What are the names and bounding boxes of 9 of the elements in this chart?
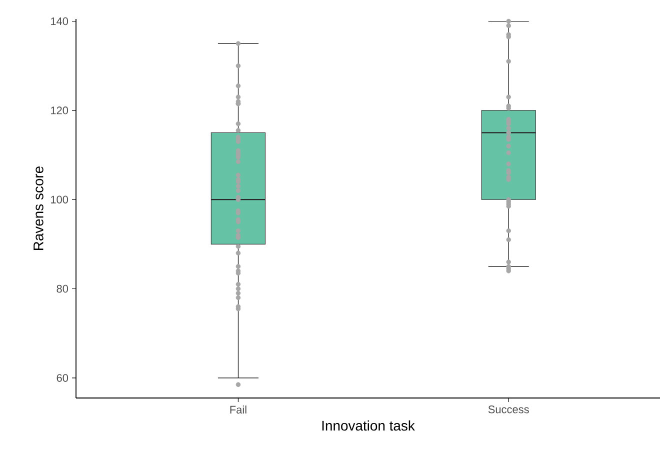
y-tick-label: 120 <box>51 106 68 114</box>
y-axis-title: Ravens score <box>34 166 44 250</box>
x-tick-label: Success <box>488 406 529 414</box>
x-tick-label: Fail <box>230 406 246 414</box>
y-tick-label: 140 <box>51 17 68 26</box>
x-axis-title: Innovation task <box>322 420 415 431</box>
y-tick-label: 100 <box>51 196 68 204</box>
y-tick-label: 80 <box>56 284 68 293</box>
y-tick-label: 60 <box>56 374 68 382</box>
